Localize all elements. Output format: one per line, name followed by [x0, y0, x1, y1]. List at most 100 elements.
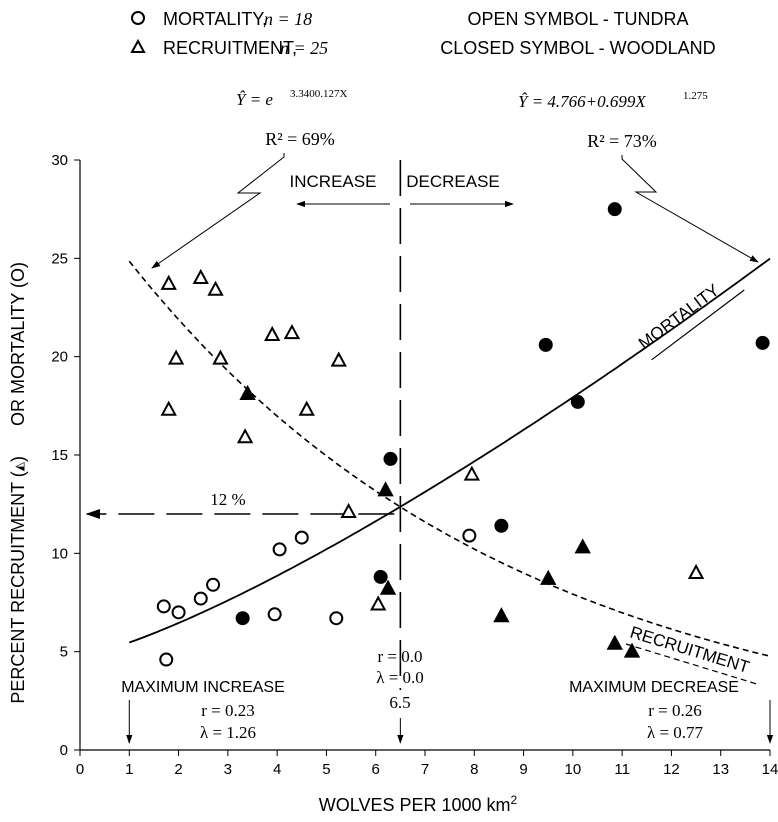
equilibrium-percent-label: 12 % — [210, 490, 245, 509]
legend-open-circle-icon — [131, 11, 145, 25]
open-recruitment-point — [687, 563, 705, 579]
legend: MORTALITY, n = 18 RECRUITMENT, n = 25 OP… — [130, 9, 716, 58]
legend-mortality-n: n = 18 — [264, 9, 312, 29]
closed-recruitment-point — [377, 481, 394, 497]
y-tick-label: 20 — [51, 349, 68, 366]
x-tick-label: 10 — [565, 761, 582, 778]
x-axis-label: WOLVES PER 1000 km2 — [319, 793, 518, 815]
max-increase-lambda: λ = 1.26 — [200, 723, 256, 742]
open-recruitment-point — [283, 323, 301, 340]
max-decrease-label: MAXIMUM DECREASE — [569, 679, 739, 696]
mortality-callout-arrow — [621, 155, 759, 263]
closed-recruitment-point — [623, 642, 641, 658]
closed-mortality-point — [383, 451, 398, 466]
legend-closed-symbol: CLOSED SYMBOL - WOODLAND — [440, 38, 715, 58]
mortality-fit-curve — [128, 257, 771, 644]
y-axis-label-left: PERCENT RECRUITMENT (◭) — [8, 456, 28, 704]
closed-recruitment-point — [574, 538, 591, 554]
center-lambda: λ = 0.0 — [376, 668, 424, 687]
decrease-label: DECREASE — [406, 172, 500, 191]
recruitment-callout-arrow — [151, 153, 285, 269]
x-tick-label: 2 — [174, 761, 182, 778]
open-recruitment-point — [236, 428, 254, 444]
open-recruitment-point — [212, 349, 229, 365]
open-mortality-point — [171, 605, 186, 620]
x-tick-label: 9 — [519, 761, 527, 778]
mortality-label-underline — [651, 289, 745, 361]
legend-mortality-label: MORTALITY, — [163, 9, 267, 29]
open-recruitment-point — [298, 400, 315, 416]
open-mortality-point — [294, 530, 309, 545]
closed-mortality-point — [607, 202, 622, 217]
recruitment-fit-curve — [128, 260, 771, 657]
recruitment-equation-base: Ŷ = e — [236, 90, 273, 109]
open-recruitment-point — [264, 325, 281, 342]
open-mortality-point — [193, 591, 208, 606]
x-tick-label: 1 — [125, 761, 133, 778]
x-tick-label: 11 — [614, 761, 630, 778]
y-tick-label: 10 — [51, 545, 68, 562]
open-mortality-point — [462, 528, 477, 543]
closed-mortality-point — [538, 337, 553, 352]
y-tick-label: 0 — [60, 742, 68, 759]
x-tick-label: 3 — [224, 761, 232, 778]
center-r: r = 0.0 — [378, 647, 423, 666]
recruitment-label-underline — [625, 643, 759, 685]
x-tick-label: 13 — [712, 761, 729, 778]
recruitment-equation: Ŷ = e 3.3400.127X R² = 69% — [236, 88, 348, 149]
x-tick-label: 12 — [663, 761, 680, 778]
open-recruitment-point — [340, 502, 357, 519]
x-tick-label: 14 — [762, 761, 778, 778]
open-recruitment-point — [192, 268, 209, 284]
closed-recruitment-point — [239, 384, 256, 401]
data-points — [156, 202, 770, 667]
mortality-equation-base: Ŷ = 4.766+0.699X — [518, 92, 646, 111]
mortality-r2: R² = 73% — [587, 131, 657, 151]
recruitment-equation-exponent: 3.3400.127X — [290, 88, 348, 100]
max-increase-label: MAXIMUM INCREASE — [121, 679, 285, 696]
open-recruitment-point — [160, 400, 177, 416]
max-increase-r: r = 0.23 — [201, 701, 255, 720]
y-tick-label: 15 — [51, 447, 68, 464]
open-mortality-point — [272, 542, 287, 557]
closed-mortality-point — [373, 569, 388, 584]
increase-label: INCREASE — [290, 172, 377, 191]
closed-recruitment-point — [540, 569, 557, 585]
open-mortality-point — [159, 652, 174, 667]
open-recruitment-point — [330, 351, 347, 367]
open-recruitment-point — [207, 280, 224, 296]
open-mortality-point — [329, 611, 344, 626]
legend-recruitment-label: RECRUITMENT, — [163, 38, 297, 58]
closed-recruitment-point — [379, 579, 397, 595]
open-mortality-point — [267, 607, 282, 622]
closed-mortality-point — [755, 335, 770, 350]
open-mortality-point — [206, 577, 221, 592]
legend-open-symbol: OPEN SYMBOL - TUNDRA — [467, 9, 688, 29]
y-tick-label: 30 — [51, 152, 68, 169]
x-tick-label: 0 — [76, 761, 84, 778]
max-decrease-lambda: λ = 0.77 — [647, 723, 704, 742]
open-mortality-point — [156, 599, 171, 614]
x-tick-label: 6 — [372, 761, 380, 778]
center-value: 6.5 — [389, 693, 410, 712]
recruitment-r2: R² = 69% — [265, 129, 335, 149]
closed-recruitment-point — [493, 607, 510, 623]
closed-mortality-point — [235, 611, 250, 626]
y-axis-label-right: OR MORTALITY (O) — [8, 262, 28, 426]
mortality-equation-exponent: 1.275 — [683, 90, 708, 102]
closed-recruitment-point — [606, 634, 623, 650]
max-decrease-r: r = 0.26 — [648, 701, 702, 720]
y-tick-label: 25 — [51, 250, 68, 267]
y-tick-label: 5 — [60, 644, 68, 661]
legend-open-triangle-icon — [130, 38, 146, 53]
open-recruitment-point — [167, 349, 185, 365]
mortality-equation: Ŷ = 4.766+0.699X 1.275 R² = 73% — [518, 90, 708, 151]
open-recruitment-point — [369, 595, 387, 611]
mortality-curve-label: MORTALITY — [635, 280, 723, 353]
x-tick-label: 5 — [322, 761, 330, 778]
closed-mortality-point — [570, 394, 585, 409]
